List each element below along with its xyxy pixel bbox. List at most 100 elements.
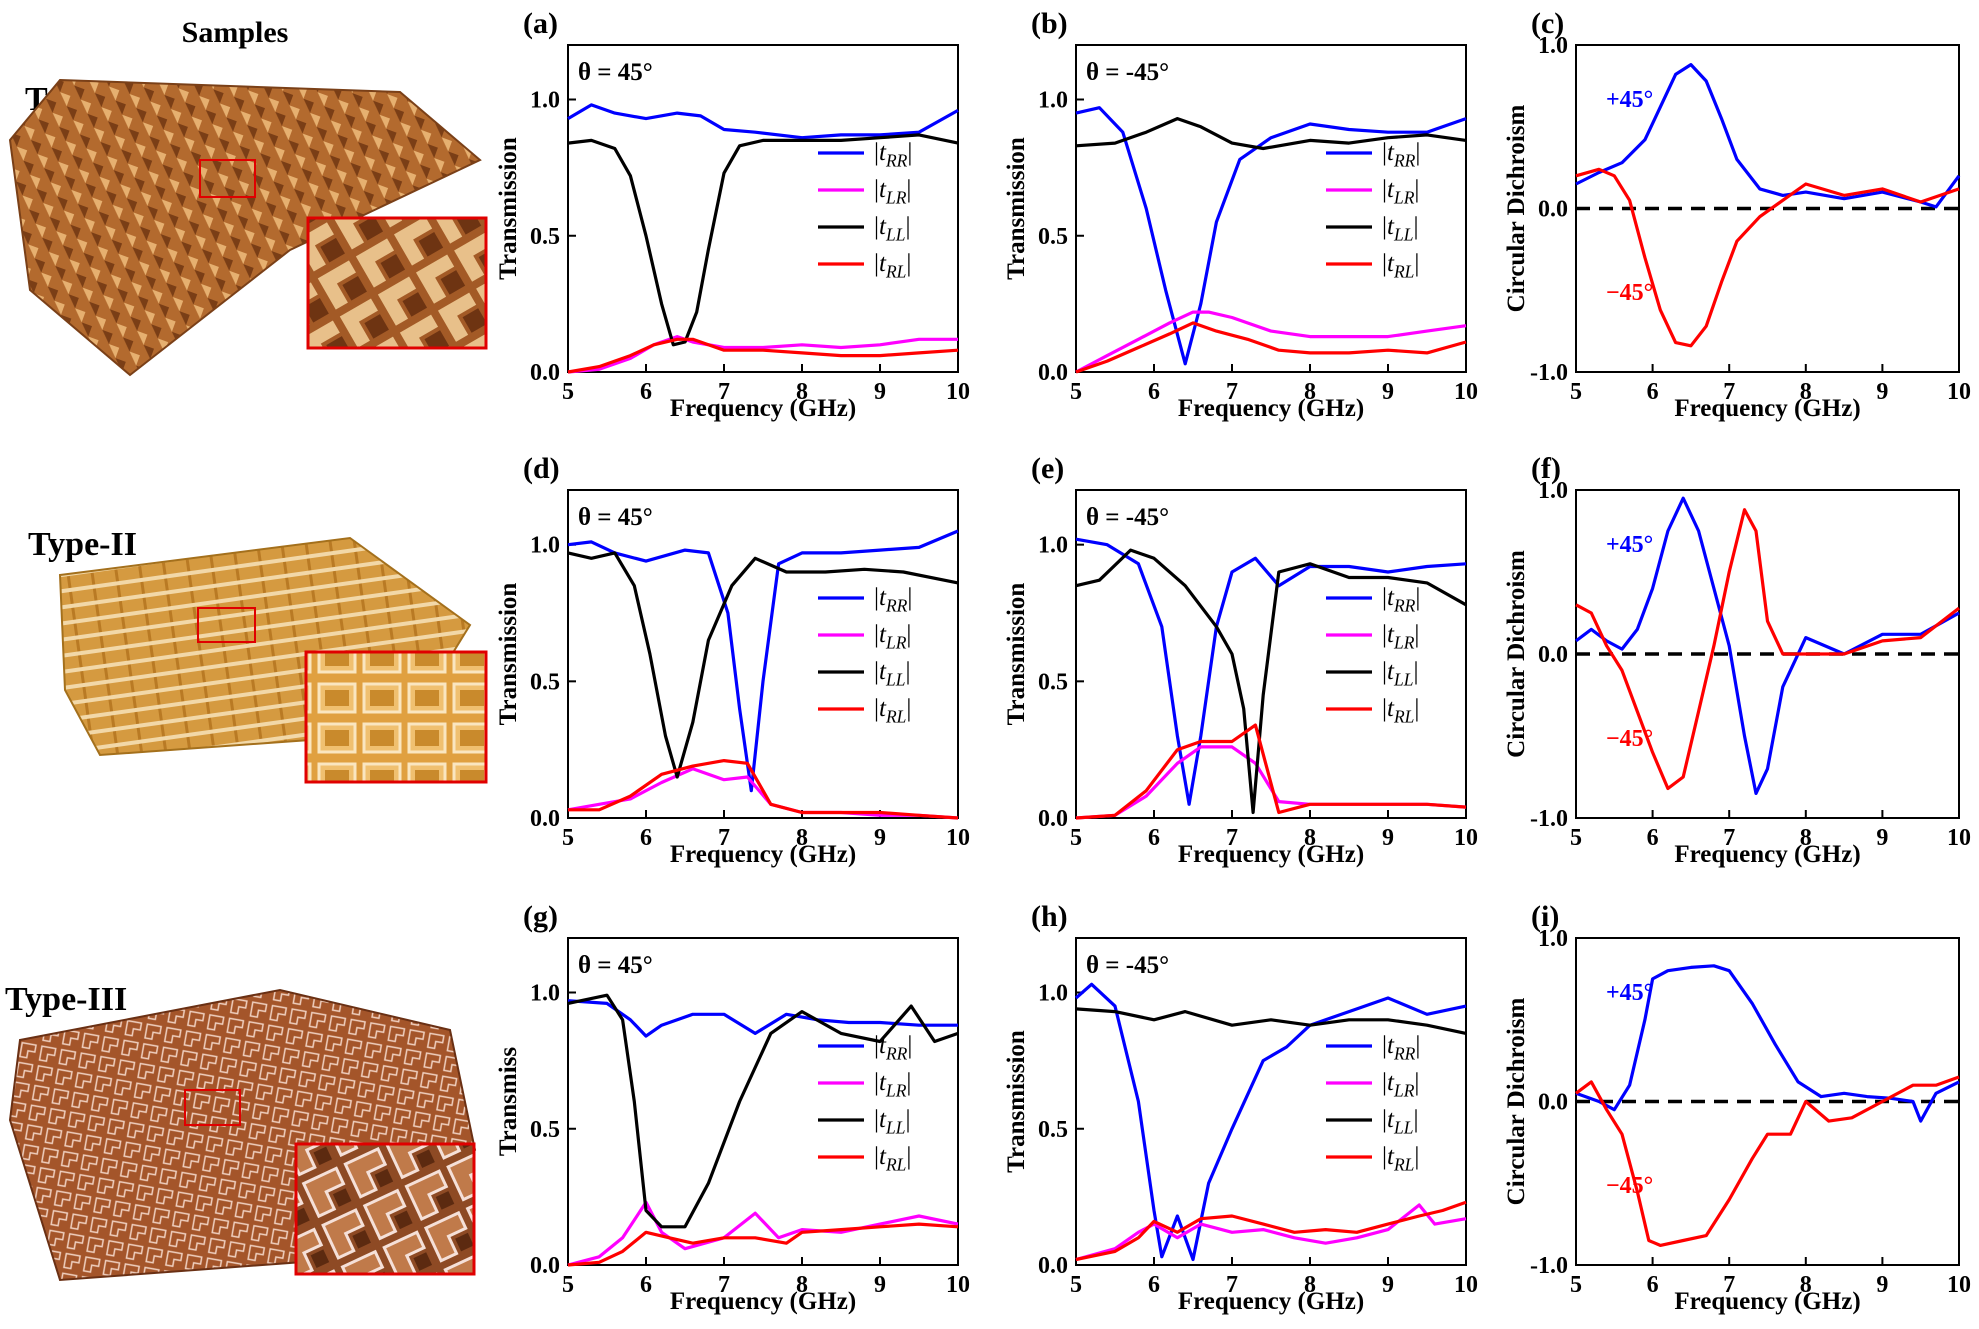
x-axis-label: Frequency (GHz) [1674, 1288, 1860, 1315]
x-tick-label: 5 [1570, 379, 1582, 405]
y-tick-label: 0.0 [530, 360, 560, 386]
x-tick-label: 6 [640, 1272, 652, 1298]
x-tick-label: 7 [718, 379, 730, 405]
legend-entry: |tLL| [1382, 1106, 1418, 1137]
x-axis-label: Frequency (GHz) [1178, 1288, 1364, 1315]
y-axis-label: Transmission [495, 137, 522, 280]
legend-entry: |tLL| [1382, 658, 1418, 689]
panel-label: (i) [1531, 900, 1559, 933]
x-tick-label: 9 [874, 379, 886, 405]
label-plus-45: +45° [1606, 532, 1653, 558]
x-tick-label: 7 [1226, 379, 1238, 405]
sample-focus-box [197, 607, 256, 643]
sample-zoom-inset [304, 650, 488, 784]
y-tick-label: -1.0 [1530, 1253, 1568, 1279]
axes-frame [1075, 489, 1467, 819]
x-tick-label: 9 [1382, 825, 1394, 851]
x-tick-label: 7 [1226, 825, 1238, 851]
theta-annotation: θ = -45° [1086, 59, 1169, 86]
legend-entry: |tRR| [1382, 1032, 1420, 1063]
x-tick-label: 10 [1454, 1272, 1478, 1298]
series-line-lr [1075, 1203, 1467, 1262]
x-tick-label: 5 [1570, 1272, 1582, 1298]
theta-annotation: θ = -45° [1086, 504, 1169, 531]
x-axis-label: Frequency (GHz) [1674, 841, 1860, 868]
x-tick-label: 5 [1070, 1272, 1082, 1298]
series-line-lr [1075, 310, 1467, 374]
x-axis-label: Frequency (GHz) [670, 1288, 856, 1315]
sample-type-iii: Type-III [5, 981, 477, 1282]
x-tick-label: 8 [1304, 379, 1316, 405]
y-tick-label: 1.0 [530, 981, 560, 1007]
x-tick-label: 7 [1723, 1272, 1735, 1298]
x-tick-label: 5 [1570, 825, 1582, 851]
x-axis-label: Frequency (GHz) [1178, 841, 1364, 868]
chart-panel-d: (d) 5 6 7 8 9 10 0.0 0.5 1.0 Frequency (GHz) Transm… [495, 452, 970, 868]
x-tick-label: 8 [796, 825, 808, 851]
series-line-m45 [1575, 167, 1960, 348]
theta-annotation: θ = 45° [578, 59, 653, 86]
x-tick-label: 7 [718, 1272, 730, 1298]
y-tick-label: 0.5 [530, 224, 560, 250]
x-tick-label: 9 [1382, 379, 1394, 405]
legend-entry: |tLR| [874, 621, 911, 652]
y-axis-label: Circular Dichroism [1503, 998, 1530, 1206]
chart-panels: (a) 5 6 7 8 9 10 0.0 0.5 1.0 Frequency (GHz) Transm… [495, 7, 1971, 1315]
series-line-rr [1074, 982, 1467, 1262]
x-tick-label: 8 [1800, 379, 1812, 405]
legend-entry: |tRR| [874, 139, 912, 170]
legend-entry: |tLL| [874, 213, 910, 244]
theta-annotation: θ = 45° [578, 952, 653, 979]
series-line-rl [567, 337, 959, 374]
y-tick-label: -1.0 [1530, 806, 1568, 832]
x-tick-label: 9 [1382, 1272, 1394, 1298]
x-tick-label: 8 [1304, 1272, 1316, 1298]
series-line-rr [1075, 106, 1467, 366]
panel-label: (a) [523, 7, 558, 40]
x-tick-label: 5 [562, 825, 574, 851]
chart-panel-f: (f) 5 6 7 8 9 10 -1.0 0.0 1.0 Frequency (GHz) Circu… [1503, 452, 1971, 868]
series-line-rl [1075, 321, 1467, 374]
x-tick-label: 7 [1723, 825, 1735, 851]
x-axis-label: Frequency (GHz) [1674, 395, 1860, 422]
legend-entry: |tRL| [1382, 1143, 1419, 1174]
axes-frame [567, 489, 959, 819]
x-axis-label: Frequency (GHz) [1178, 395, 1364, 422]
sample-type-i: Type-I [8, 78, 488, 377]
panel-label: (d) [523, 452, 560, 485]
x-tick-label: 10 [946, 379, 970, 405]
sample-photo [8, 78, 482, 377]
axes-frame [1075, 44, 1467, 373]
chart-panel-i: (i) 5 6 7 8 9 10 -1.0 0.0 1.0 Frequency (GHz) Circu… [1503, 900, 1971, 1315]
legend-entry: |tRL| [874, 1143, 911, 1174]
samples-column: Samples Type-I Type-II Type-III [5, 16, 488, 1282]
x-tick-label: 6 [1148, 1272, 1160, 1298]
x-tick-label: 8 [1304, 825, 1316, 851]
theta-annotation: θ = 45° [578, 504, 653, 531]
sample-focus-box [184, 1089, 241, 1126]
samples-heading: Samples [182, 16, 289, 49]
legend-entry: |tRR| [1382, 139, 1420, 170]
series-line-rl [1075, 1200, 1467, 1262]
x-axis-label: Frequency (GHz) [670, 841, 856, 868]
series-line-ll [567, 993, 959, 1229]
series-line-p45 [1575, 964, 1960, 1123]
series-line-lr [567, 767, 959, 820]
legend-entry: |tLR| [1382, 1069, 1419, 1100]
y-tick-label: 0.0 [530, 806, 560, 832]
y-tick-label: 0.5 [530, 1117, 560, 1143]
x-tick-label: 7 [1226, 1272, 1238, 1298]
y-tick-label: 0.0 [1038, 1253, 1068, 1279]
x-tick-label: 6 [640, 825, 652, 851]
sample-label: Type-II [28, 526, 137, 563]
y-tick-label: 1.0 [1538, 33, 1568, 59]
x-tick-label: 6 [640, 379, 652, 405]
x-tick-label: 9 [874, 825, 886, 851]
series-line-lr [567, 335, 958, 374]
sample-type-ii: Type-II [28, 526, 488, 784]
legend-entry: |tLL| [874, 658, 910, 689]
y-axis-label: Transmission [1003, 137, 1030, 280]
series-line-p45 [1575, 496, 1960, 796]
x-tick-label: 10 [1947, 379, 1971, 405]
y-axis-label: Circular Dichroism [1503, 105, 1530, 313]
